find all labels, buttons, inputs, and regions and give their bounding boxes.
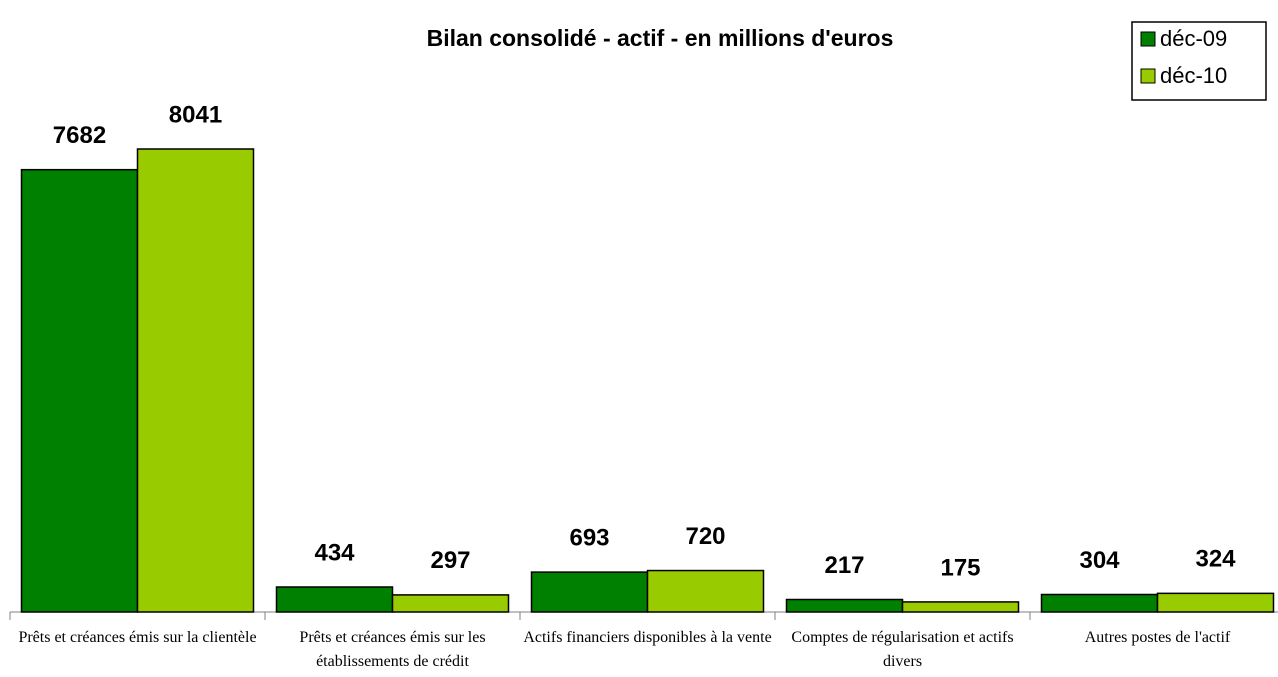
chart-title: Bilan consolidé - actif - en millions d'… bbox=[427, 25, 894, 51]
bar bbox=[136, 148, 255, 613]
data-label: 175 bbox=[940, 554, 980, 581]
bar bbox=[1040, 593, 1159, 613]
data-label: 297 bbox=[430, 547, 470, 574]
bar bbox=[530, 571, 649, 613]
data-label: 720 bbox=[685, 523, 725, 550]
data-label: 304 bbox=[1079, 547, 1120, 574]
legend-swatch bbox=[1140, 31, 1156, 47]
x-tick-label: Prêts et créances émis sur les établisse… bbox=[299, 629, 486, 670]
x-tick-label: Actifs financiers disponibles à la vente bbox=[523, 629, 772, 646]
bar bbox=[785, 598, 904, 613]
legend-label: déc-09 bbox=[1160, 26, 1227, 51]
data-label: 7682 bbox=[53, 122, 106, 149]
data-label: 8041 bbox=[169, 101, 222, 128]
legend-swatch bbox=[1140, 68, 1156, 84]
data-label: 434 bbox=[314, 539, 355, 566]
data-label: 693 bbox=[569, 524, 609, 551]
bar bbox=[901, 601, 1020, 613]
bar bbox=[20, 168, 139, 613]
bar bbox=[646, 569, 765, 613]
bar bbox=[1156, 592, 1275, 613]
data-label: 217 bbox=[824, 552, 864, 579]
bar bbox=[275, 586, 394, 613]
legend-label: déc-10 bbox=[1160, 63, 1227, 88]
bar bbox=[391, 594, 510, 613]
x-tick-label: Autres postes de l'actif bbox=[1084, 629, 1231, 646]
x-tick-label: Prêts et créances émis sur la clientèle bbox=[18, 629, 257, 646]
x-tick-label: Comptes de régularisation et actifs dive… bbox=[791, 629, 1014, 670]
data-label: 324 bbox=[1195, 546, 1236, 573]
